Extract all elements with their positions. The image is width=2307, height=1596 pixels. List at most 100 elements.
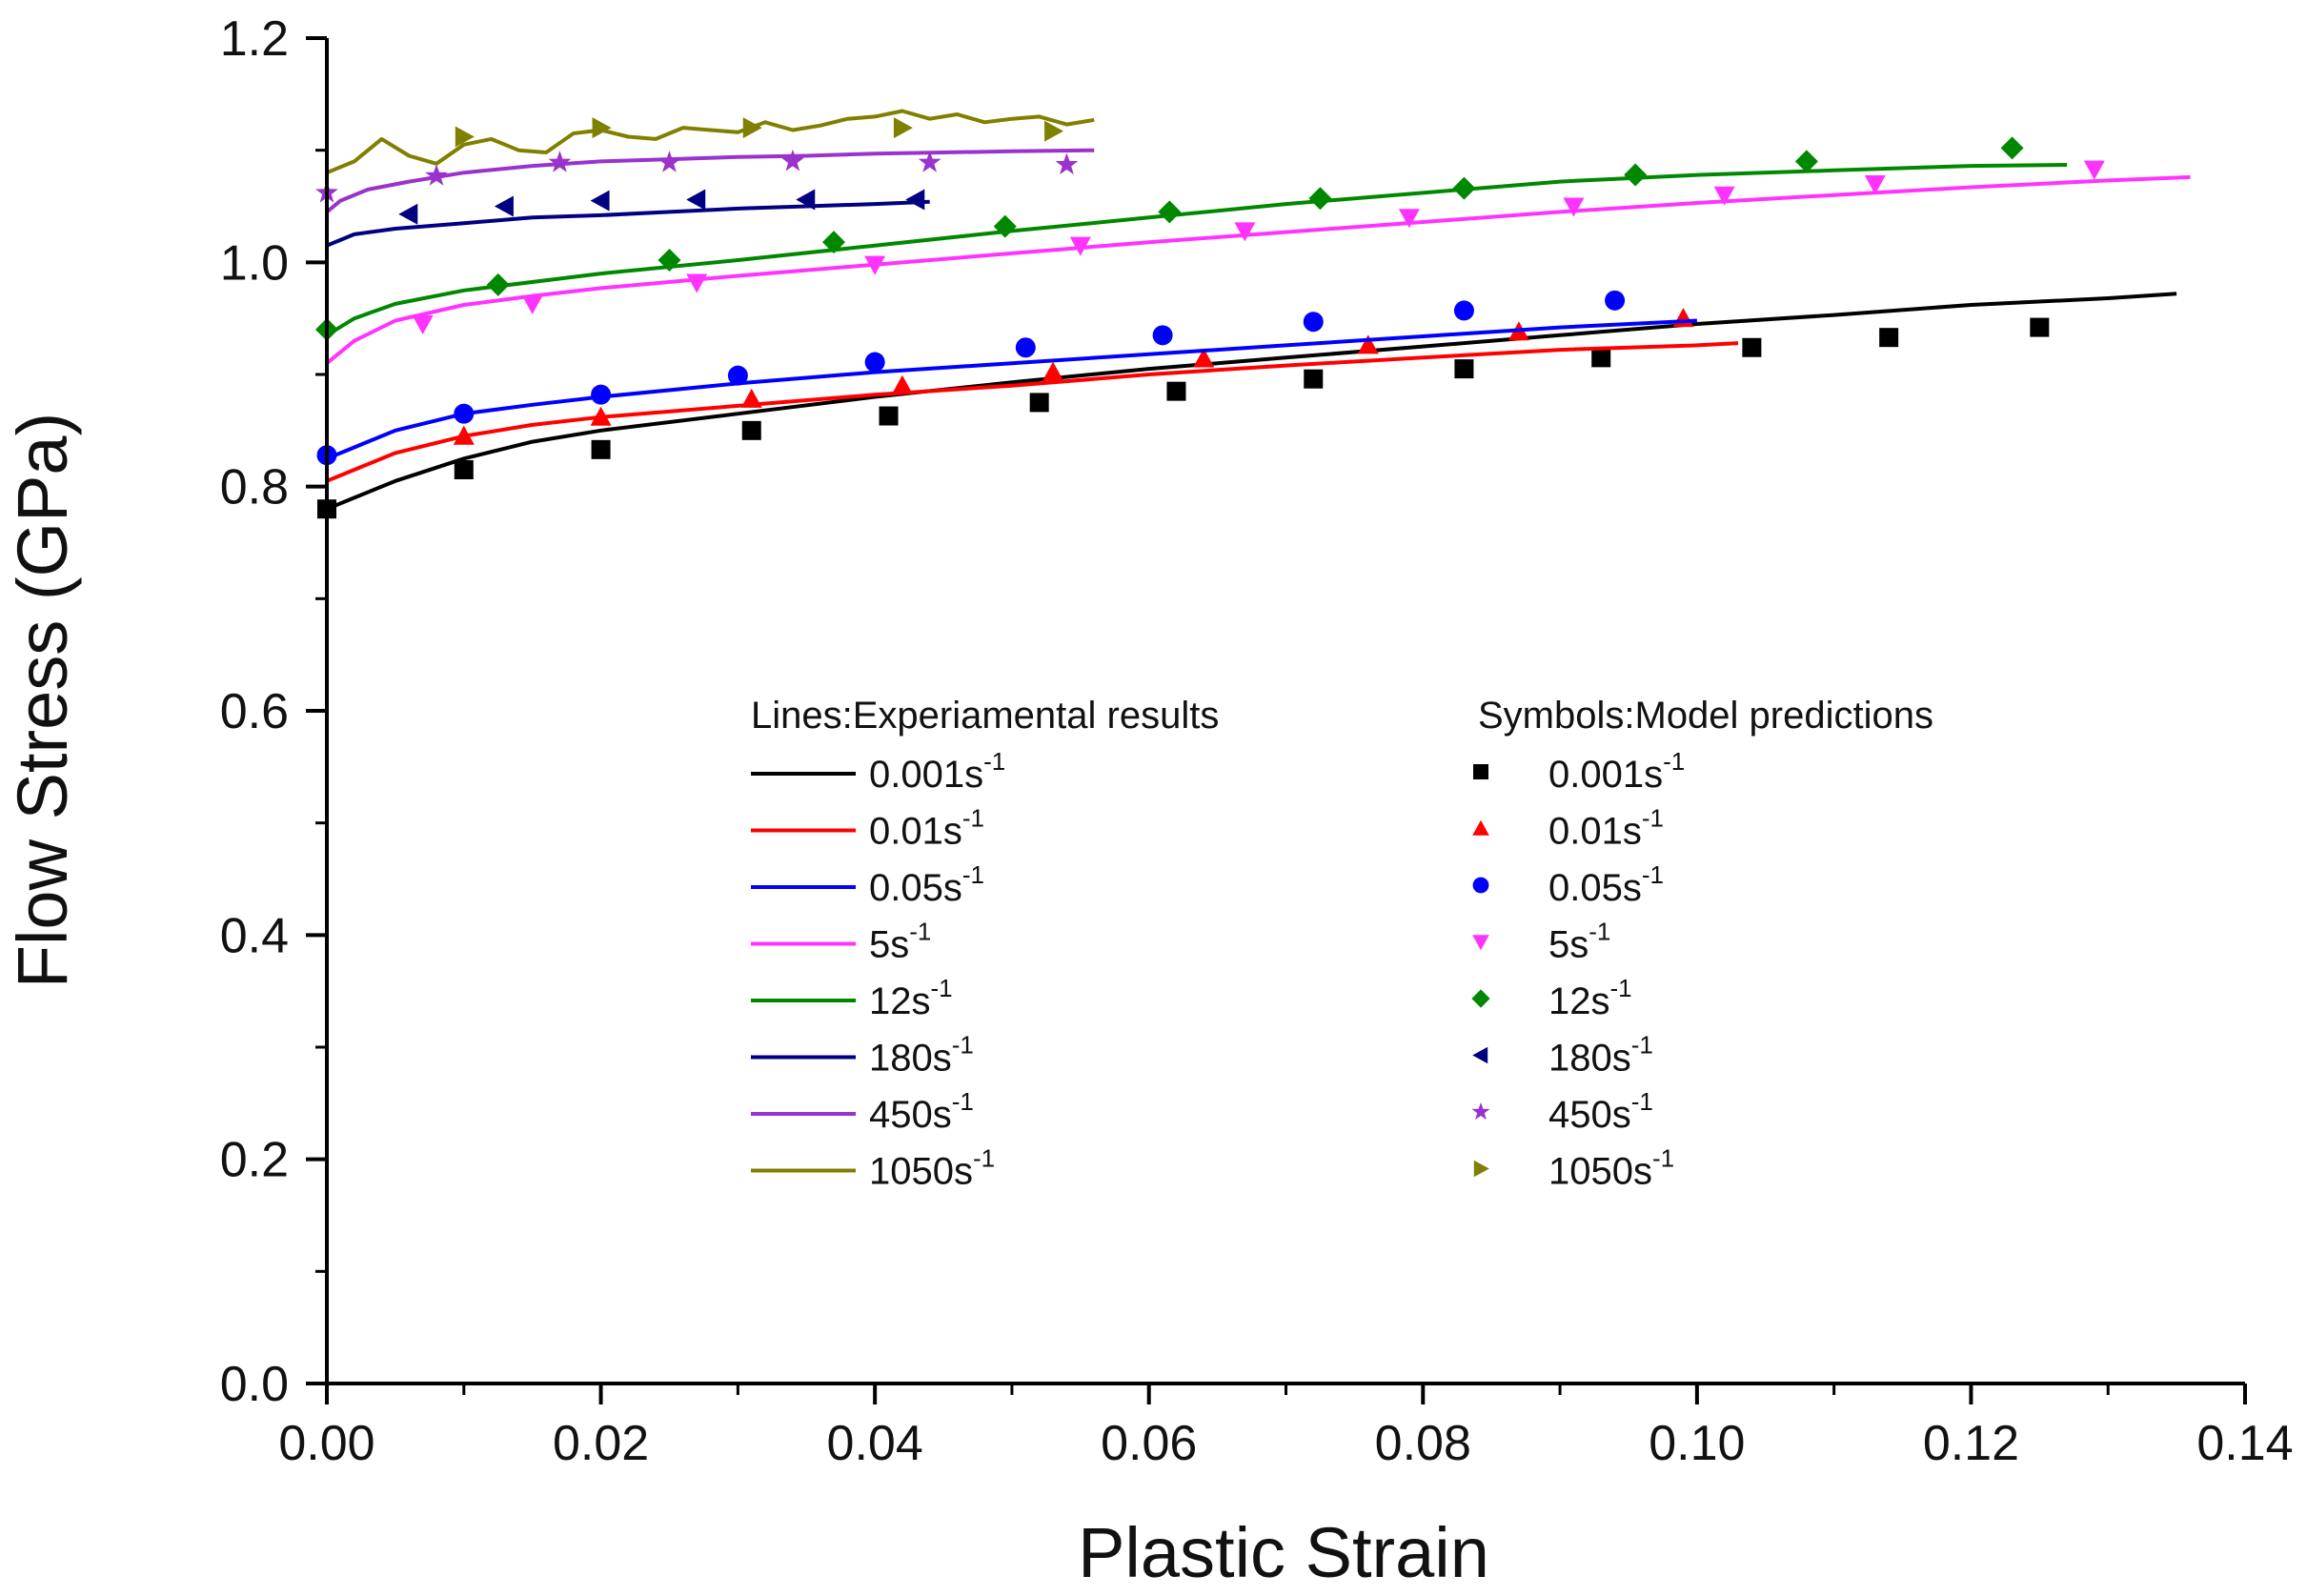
data-point [1152,325,1173,346]
data-point [1069,236,1091,256]
legend-line-label-sup: -1 [931,974,953,1002]
series-line [326,341,1739,483]
data-point [494,195,514,217]
data-point [590,190,610,212]
data-point [918,151,941,172]
data-point [1864,174,1886,194]
y-tick-label: 0.8 [220,460,289,515]
axes [325,38,2245,1385]
legend-line-label-sup: -1 [952,1087,974,1116]
legend-line-label-sup: -1 [962,860,984,889]
legend-symbol-label-sup: -1 [1642,804,1664,833]
x-tick-label: 0.08 [1375,1416,1471,1471]
data-point [1563,197,1585,217]
y-tick-label: 1.2 [220,11,289,67]
data-point [590,406,612,426]
legend-line-label: 5s-1 [869,918,931,966]
data-point [454,460,474,480]
data-point [454,403,475,424]
data-point [1454,359,1474,379]
series-group [326,189,930,248]
data-point [879,406,899,426]
legend-symbol-label-sup: -1 [1589,918,1610,946]
y-tick-label: 0.6 [220,684,289,739]
y-tick-label: 0.0 [220,1357,289,1412]
data-point [453,425,475,445]
data-point [1453,300,1474,321]
data-point [1452,176,1476,200]
data-point [1879,328,1899,348]
data-point [2083,160,2105,180]
x-tick-label: 0.14 [2196,1416,2293,1471]
legend-symbol-label: 0.01s-1 [1548,804,1664,853]
legend-line-label-sup: -1 [983,747,1005,776]
data-point [686,189,706,211]
legend-line-label: 1050s-1 [869,1144,995,1193]
y-tick-label: 1.0 [220,235,289,291]
data-point [425,164,448,186]
data-point [1193,348,1215,368]
data-point [1357,334,1379,354]
data-point [1234,222,1256,242]
legend-symbol-label: 1050s-1 [1548,1144,1674,1193]
legend-symbol-sample [1473,1160,1489,1178]
data-point [864,255,886,275]
data-point [1044,120,1064,142]
series-line [326,109,1095,175]
data-point [1398,209,1420,229]
legend-line-label: 180s-1 [869,1031,974,1080]
legend-symbol-label: 450s-1 [1548,1087,1653,1136]
data-point [686,273,708,293]
data-point [905,189,925,211]
series-group [315,136,2068,341]
legend-lines-title: Lines:Experiamental results [751,695,1219,737]
data-point [398,203,418,225]
data-point [893,117,913,139]
data-point [1591,348,1611,368]
legend-line-label-sup: -1 [962,804,984,833]
data-point [822,231,846,254]
series-line [326,199,930,248]
data-point [864,352,885,373]
data-point [548,151,572,172]
plot-layer [315,109,2191,519]
data-point [742,117,762,139]
legend-line-label-sup: -1 [952,1031,974,1060]
data-point [1042,361,1064,381]
x-tick-label: 0.12 [1923,1416,2019,1471]
data-point [1029,393,1049,413]
data-point [591,384,612,405]
legend-line-label: 0.05s-1 [869,860,984,909]
data-point [1713,186,1735,206]
data-point [1166,381,1186,401]
data-point [2000,136,2024,160]
data-point [993,214,1017,238]
legend-symbol-label-sup: -1 [1652,1144,1674,1173]
series-group [326,109,1095,175]
data-point [592,117,612,139]
x-tick-label: 0.00 [278,1416,374,1471]
data-point [781,149,804,172]
data-point [1672,308,1694,328]
data-point [891,374,913,394]
data-point [486,273,510,296]
data-point [1624,163,1648,187]
legend-symbols-title: Symbols:Model predictions [1478,695,1933,737]
legend-symbol-label-sup: -1 [1642,860,1664,889]
data-point [1304,369,1324,389]
data-point [1055,152,1079,175]
data-point [740,388,762,408]
legend-symbol-label: 0.05s-1 [1548,860,1664,909]
legend-symbol-sample [1473,764,1488,779]
legend-symbol-label-sup: -1 [1610,974,1632,1002]
legend: Lines:Experiamental results Symbols:Mode… [751,695,1933,1193]
legend-symbol-sample [1471,989,1490,1008]
data-point [1308,187,1332,211]
legend-line-label: 12s-1 [869,974,953,1022]
legend-symbol-label-sup: -1 [1663,747,1685,776]
axis-ticks: 0.00 0.02 0.04 0.06 0.08 0.10 0.12 0.14 0.0 0.2 0.… [220,11,2294,1471]
legend-line-label-sup: -1 [909,918,931,946]
data-point [2030,317,2050,337]
x-tick-label: 0.02 [553,1416,649,1471]
legend-symbol-label-sup: -1 [1631,1087,1653,1116]
